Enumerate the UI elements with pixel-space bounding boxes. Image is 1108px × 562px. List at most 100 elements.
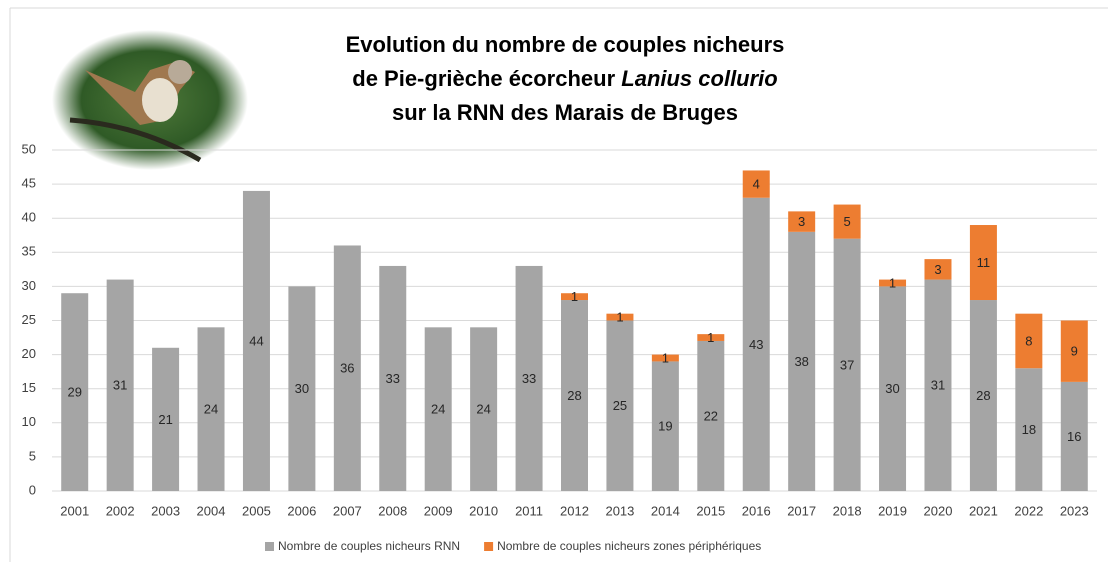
- data-label: 28: [567, 388, 581, 403]
- legend-label: Nombre de couples nicheurs RNN: [278, 539, 460, 553]
- x-tick-label: 2011: [515, 503, 543, 518]
- data-label: 44: [249, 333, 263, 348]
- data-label: 18: [1022, 422, 1036, 437]
- bar-segment: [333, 245, 361, 491]
- bar-segment: [879, 286, 907, 491]
- x-tick-label: 2004: [197, 503, 226, 518]
- data-label: 16: [1067, 429, 1081, 444]
- title-line: Evolution du nombre de couples nicheurs: [346, 32, 785, 57]
- bar-segment: [515, 265, 543, 491]
- bar-segment: [106, 279, 134, 491]
- data-label: 3: [798, 214, 805, 229]
- bar-segment: [606, 320, 634, 491]
- data-label: 22: [704, 408, 718, 423]
- bar-segment: [379, 265, 407, 491]
- bar-segment: [606, 313, 634, 321]
- x-tick-label: 2003: [151, 503, 180, 518]
- legend-label: Nombre de couples nicheurs zones périphé…: [497, 539, 761, 553]
- x-tick-label: 2016: [742, 503, 771, 518]
- bar-segment: [788, 211, 816, 232]
- data-label: 1: [571, 289, 578, 304]
- y-tick-label: 10: [22, 414, 36, 429]
- bar-segment: [697, 340, 725, 491]
- data-label: 31: [931, 378, 945, 393]
- x-tick-label: 2001: [60, 503, 89, 518]
- bar-segment: [924, 279, 952, 491]
- data-label: 21: [158, 412, 172, 427]
- legend-swatch: [265, 542, 274, 551]
- bird-photo: [52, 30, 248, 170]
- bar-segment: [742, 170, 770, 198]
- data-label: 37: [840, 357, 854, 372]
- bar-segment: [742, 197, 770, 492]
- data-label: 1: [662, 350, 669, 365]
- data-label: 25: [613, 398, 627, 413]
- bar-segment: [697, 334, 725, 341]
- bar-segment: [651, 354, 679, 362]
- x-tick-label: 2013: [605, 503, 634, 518]
- data-label: 29: [67, 385, 81, 400]
- x-tick-label: 2019: [878, 503, 907, 518]
- bar-segment: [651, 361, 679, 491]
- data-label: 8: [1025, 333, 1032, 348]
- title-line: de Pie-grièche écorcheur Lanius collurio: [352, 66, 777, 91]
- bar-segment: [1015, 313, 1043, 369]
- data-label: 28: [976, 388, 990, 403]
- bar-segment: [424, 327, 452, 491]
- bar-segment: [1060, 320, 1088, 382]
- bar-segment: [61, 293, 89, 491]
- title-part: de Pie-grièche écorcheur: [352, 66, 615, 91]
- bar-segment: [288, 286, 316, 491]
- data-label: 19: [658, 419, 672, 434]
- x-tick-label: 2021: [969, 503, 998, 518]
- x-tick-label: 2012: [560, 503, 589, 518]
- x-tick-label: 2010: [469, 503, 498, 518]
- data-label: 30: [885, 381, 899, 396]
- bar-segment: [833, 204, 861, 239]
- title-part: Lanius collurio: [621, 66, 777, 91]
- bar-segment: [561, 300, 588, 491]
- y-tick-label: 25: [22, 312, 36, 327]
- bar-segment: [788, 231, 816, 491]
- x-tick-label: 2018: [833, 503, 862, 518]
- chart-title: Evolution du nombre de couples nicheurs …: [346, 32, 785, 125]
- x-tick-label: 2022: [1014, 503, 1043, 518]
- bar-segment: [242, 190, 270, 492]
- bar-segment: [833, 238, 861, 491]
- x-tick-label: 2017: [787, 503, 816, 518]
- y-tick-label: 30: [22, 278, 36, 293]
- x-tick-label: 2014: [651, 503, 680, 518]
- bar-segment: [470, 327, 498, 491]
- bar-segment: [969, 300, 997, 491]
- bar-segment: [152, 347, 180, 491]
- data-label: 30: [295, 381, 309, 396]
- title-line: sur la RNN des Marais de Bruges: [392, 100, 738, 125]
- data-label: 1: [707, 330, 714, 345]
- data-label: 43: [749, 337, 763, 352]
- x-tick-label: 2015: [696, 503, 725, 518]
- data-label: 36: [340, 361, 354, 376]
- bar-segment: [197, 327, 225, 491]
- bar-segment: [879, 279, 907, 287]
- x-tick-label: 2023: [1060, 503, 1089, 518]
- y-tick-label: 15: [22, 380, 36, 395]
- data-label: 31: [113, 378, 127, 393]
- y-tick-label: 0: [29, 482, 36, 497]
- data-label: 24: [204, 402, 218, 417]
- x-tick-label: 2005: [242, 503, 271, 518]
- x-tick-label: 2009: [424, 503, 453, 518]
- data-label: 1: [616, 310, 623, 325]
- data-label: 24: [431, 402, 445, 417]
- data-label: 24: [476, 402, 490, 417]
- bar-segment: [924, 259, 952, 280]
- legend-swatch: [484, 542, 494, 551]
- y-tick-label: 50: [22, 141, 36, 156]
- bar-segment: [1015, 368, 1043, 491]
- bar-segment: [969, 225, 997, 301]
- x-tick-label: 2007: [333, 503, 362, 518]
- data-label: 33: [386, 371, 400, 386]
- x-tick-label: 2002: [106, 503, 135, 518]
- data-label: 33: [522, 371, 536, 386]
- data-label: 11: [977, 255, 991, 270]
